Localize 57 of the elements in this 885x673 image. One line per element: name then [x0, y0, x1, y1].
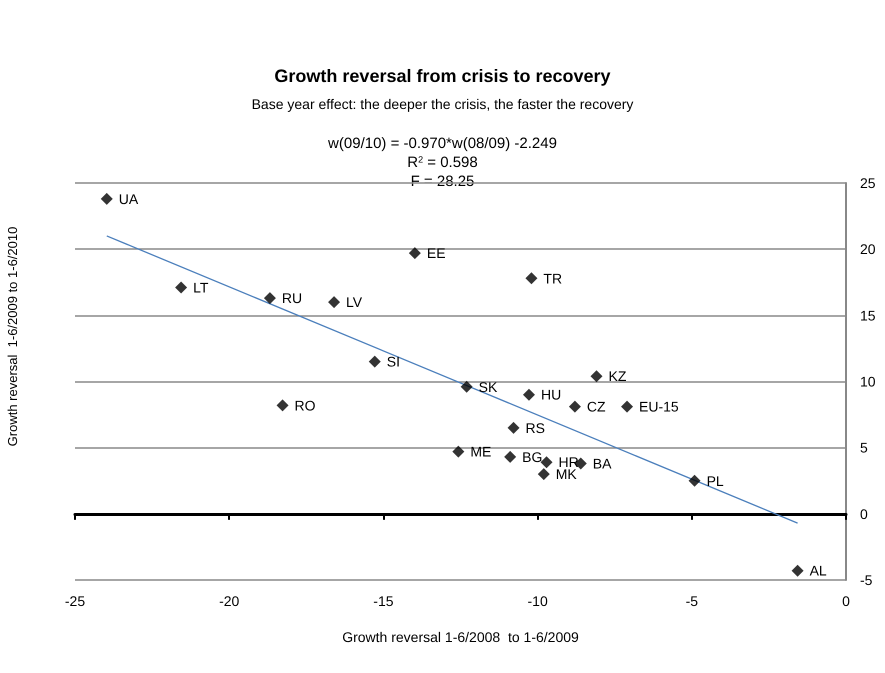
annotation: SK — [478, 378, 498, 395]
point — [621, 400, 634, 413]
y-tick-label: 0 — [860, 506, 868, 522]
annotation: SI — [386, 354, 400, 370]
point — [452, 446, 464, 458]
x-axis-title: Growth reversal 1-6/2008 to 1-6/2009 — [342, 629, 580, 645]
x-tick-label: -20 — [219, 593, 240, 609]
annotation: RS — [526, 420, 545, 436]
point — [538, 468, 550, 480]
annotation: EE — [426, 245, 446, 262]
annotation: LT — [193, 280, 209, 296]
x-tick-label: -25 — [64, 593, 86, 609]
point — [590, 370, 603, 382]
point — [100, 192, 113, 205]
annotation: LV — [346, 294, 363, 310]
chart-title: Growth reversal from crisis to recovery — [274, 66, 611, 86]
point — [276, 399, 289, 412]
annotation: TR — [543, 270, 562, 286]
annotation: BA — [592, 456, 612, 472]
annotation: UA — [118, 190, 139, 207]
point — [792, 564, 804, 577]
annotation: KZ — [608, 368, 627, 384]
point — [504, 450, 516, 463]
y-tick-label: 20 — [860, 241, 876, 258]
y-tick-label: -5 — [860, 572, 873, 588]
point — [540, 456, 553, 468]
annotation: ME — [470, 444, 492, 460]
x-tick-label: -10 — [527, 593, 548, 609]
x-tick-label: 0 — [842, 593, 850, 609]
x-tick-label: -15 — [373, 593, 394, 609]
point — [328, 296, 340, 308]
y-tick-label: 25 — [860, 175, 876, 191]
text: w(09/10) = -0.970*w(08/09) -2.249 — [327, 135, 557, 152]
point — [175, 282, 188, 294]
point — [522, 388, 535, 401]
annotation: HU — [540, 386, 562, 403]
chart-subtitle: Base year effect: the deeper the crisis, the faster the recovery — [252, 96, 634, 112]
point — [264, 292, 276, 304]
x-tick-label: -5 — [686, 593, 698, 609]
y-tick-label: 10 — [860, 374, 876, 390]
annotation: CZ — [586, 398, 606, 415]
point — [460, 380, 473, 393]
y-tick-label: 15 — [860, 307, 876, 324]
annotation: RU — [282, 290, 302, 306]
annotation: AL — [810, 562, 827, 579]
y-tick-label: 5 — [860, 440, 868, 456]
annotation: RO — [294, 397, 316, 414]
annotation: PL — [706, 472, 724, 489]
y-axis-title: Growth reversal 1-6/2009 to 1-6/2010 — [5, 226, 20, 446]
point — [368, 356, 381, 368]
annotation: EU-15 — [639, 398, 679, 415]
point — [408, 247, 421, 260]
annotation: BG — [522, 448, 542, 465]
point — [525, 272, 538, 284]
point — [688, 474, 701, 487]
point — [508, 422, 520, 434]
point — [568, 400, 581, 413]
